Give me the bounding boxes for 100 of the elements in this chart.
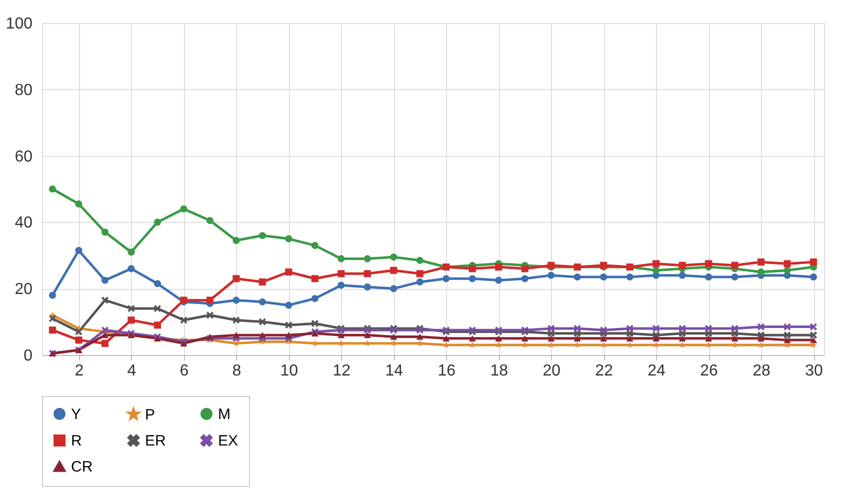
point (101, 296, 109, 304)
point (75, 328, 82, 336)
point (416, 334, 424, 340)
point (128, 316, 135, 324)
point (521, 275, 528, 282)
x-tick-label: 26 (700, 362, 718, 380)
x-tick-label: 28 (752, 362, 771, 380)
point (810, 332, 818, 339)
point (810, 337, 818, 344)
x-tick-label: 20 (542, 362, 561, 380)
point (338, 282, 345, 289)
y-tick-label: 80 (14, 82, 33, 99)
point (311, 275, 318, 282)
point (154, 322, 161, 329)
legend-label: CR (71, 458, 93, 476)
point (652, 332, 660, 339)
y-tick-label: 100 (6, 16, 33, 32)
point (101, 276, 109, 284)
x-tick-label: 12 (332, 362, 351, 380)
point (75, 200, 82, 208)
point (652, 260, 660, 268)
point (128, 304, 135, 312)
point (521, 265, 528, 272)
point (442, 275, 450, 282)
point (548, 324, 555, 332)
x-tick-label: 6 (180, 362, 189, 380)
point (285, 268, 292, 276)
point (784, 323, 791, 330)
x-tick-label: 2 (74, 362, 84, 380)
point (574, 324, 581, 332)
point (285, 235, 292, 242)
point (48, 326, 56, 334)
point (154, 304, 161, 312)
point (338, 332, 345, 338)
point (548, 335, 555, 342)
point (626, 273, 634, 281)
point (232, 316, 240, 324)
point (258, 298, 266, 306)
point (495, 276, 502, 284)
x-tick-label: 24 (648, 362, 666, 380)
point (784, 266, 791, 274)
point (311, 295, 318, 302)
point (128, 265, 135, 272)
point (705, 273, 712, 281)
point (757, 258, 765, 266)
point (678, 324, 686, 332)
point (757, 335, 765, 342)
point (705, 260, 712, 268)
point (442, 335, 450, 342)
point (574, 335, 581, 342)
x-tick-label: 22 (595, 362, 614, 380)
point (548, 272, 555, 279)
point (652, 266, 660, 274)
point (311, 242, 318, 249)
x-tick-label: 16 (438, 362, 456, 380)
y-tick-label: 20 (14, 281, 33, 298)
point (154, 218, 161, 226)
point (338, 270, 345, 278)
y-tick-label: 40 (14, 214, 33, 232)
point (731, 262, 738, 269)
point (521, 335, 528, 342)
x-tick-label: 8 (232, 362, 242, 380)
point (784, 260, 791, 268)
point (48, 292, 56, 299)
point (416, 278, 424, 286)
legend-label: P (145, 406, 156, 424)
point (810, 258, 818, 266)
point (390, 285, 398, 292)
point (731, 335, 738, 342)
point (468, 265, 476, 272)
point (101, 228, 109, 236)
point (232, 275, 240, 282)
point (600, 335, 608, 342)
point (312, 340, 318, 346)
point (206, 312, 214, 319)
point (390, 266, 398, 274)
point (364, 340, 371, 346)
point (784, 332, 791, 339)
point (101, 340, 109, 347)
x-tick-label: 18 (490, 362, 508, 380)
point (678, 272, 686, 279)
point (652, 335, 660, 342)
point (390, 340, 397, 346)
point (258, 318, 266, 326)
point (258, 332, 266, 338)
y-tick-label: 0 (24, 348, 33, 364)
legend-label: Y (71, 406, 82, 423)
point (338, 255, 345, 262)
point (180, 205, 188, 212)
point (626, 335, 634, 342)
point (232, 236, 240, 244)
point (338, 340, 345, 346)
y-tick-label: 60 (14, 148, 33, 166)
point (810, 273, 818, 281)
point (757, 268, 765, 276)
point (731, 324, 738, 332)
point (232, 296, 240, 304)
point (206, 296, 214, 304)
legend-label: ER (145, 432, 166, 450)
point (364, 332, 371, 338)
